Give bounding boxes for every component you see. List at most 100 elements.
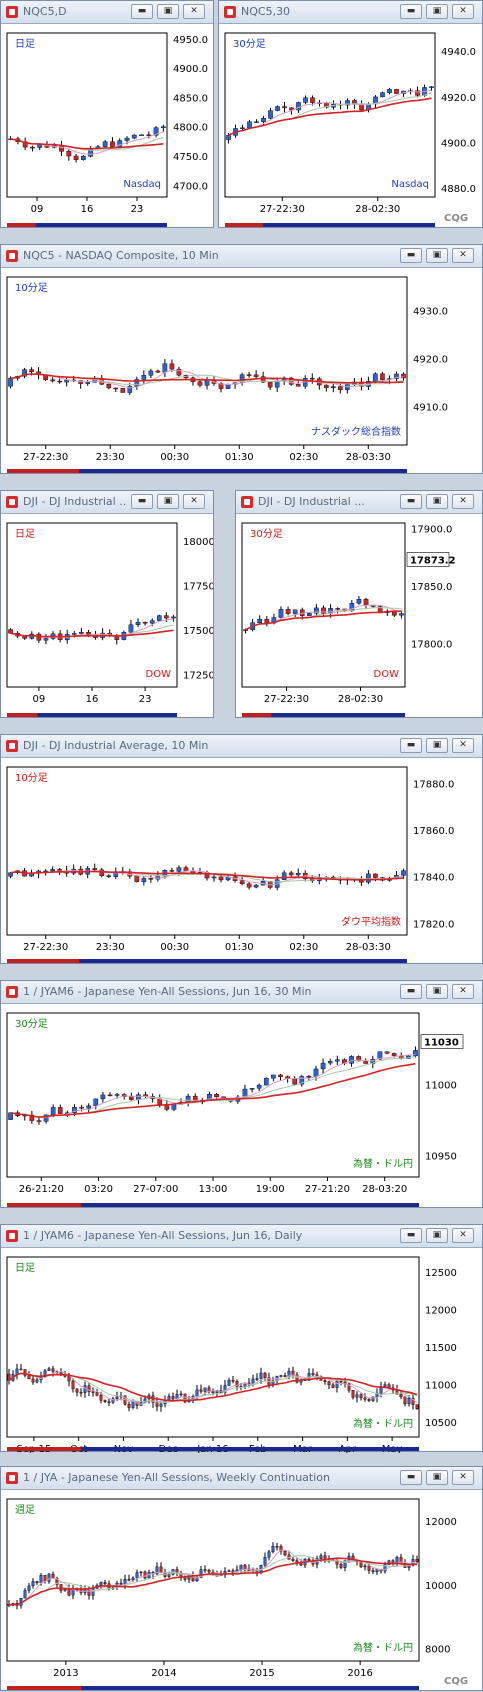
moving-average-line: [8, 1555, 418, 1606]
minimize-button[interactable]: ▬: [400, 1228, 422, 1243]
chart-window-p7[interactable]: 1 / JYAM6 - Japanese Yen-All Sessions, J…: [0, 980, 483, 1208]
title-bar[interactable]: NQC5,30 ▬ ▣ ✕: [219, 1, 482, 24]
candle: [401, 373, 406, 379]
candle: [119, 1582, 123, 1585]
candle: [384, 1051, 390, 1054]
title-bar[interactable]: DJI - DJ Industrial ... ▬ ▣ ✕: [1, 491, 213, 514]
minimize-button[interactable]: ▬: [400, 494, 422, 509]
restore-button[interactable]: ▣: [426, 1470, 448, 1485]
close-button[interactable]: ✕: [452, 494, 474, 509]
candle: [67, 1376, 71, 1382]
candle: [303, 97, 308, 103]
y-tick-label: 4900.0: [173, 64, 208, 75]
close-button[interactable]: ✕: [183, 494, 205, 509]
minimize-button[interactable]: ▬: [400, 984, 422, 999]
candle: [79, 1107, 84, 1109]
candle: [75, 1388, 79, 1393]
candle: [263, 1372, 267, 1378]
candle: [391, 1053, 397, 1056]
title-bar[interactable]: 1 / JYAM6 - Japanese Yen-All Sessions, J…: [1, 1225, 482, 1248]
chart-window-p3[interactable]: NQC5 - NASDAQ Composite, 10 Min ▬ ▣ ✕ 4930.0…: [0, 244, 483, 474]
restore-button[interactable]: ▣: [426, 1228, 448, 1243]
y-tick-label: 4900.0: [441, 138, 476, 149]
candle: [36, 1120, 42, 1122]
y-tick-label: 10500: [425, 1418, 457, 1429]
chart-window-p8[interactable]: 1 / JYAM6 - Japanese Yen-All Sessions, J…: [0, 1224, 483, 1453]
chart-canvas[interactable]: 17900.0 17850.0 17800.0 30分足 DOW 17873.2 27-22…: [236, 513, 482, 719]
x-tick-label: 19:00: [256, 1184, 285, 1195]
cqg-logo: CQG: [444, 1676, 468, 1687]
candle: [240, 127, 245, 130]
close-button[interactable]: ✕: [452, 1470, 474, 1485]
window-title: DJI - DJ Industrial ...: [258, 495, 365, 508]
close-button[interactable]: ✕: [452, 1228, 474, 1243]
restore-button[interactable]: ▣: [157, 494, 179, 509]
chart-window-p9[interactable]: 1 / JYA - Japanese Yen-All Sessions, Wee…: [0, 1466, 483, 1691]
title-bar[interactable]: 1 / JYAM6 - Japanese Yen-All Sessions, J…: [1, 981, 482, 1004]
chart-window-p5[interactable]: DJI - DJ Industrial ... ▬ ▣ ✕ 17900.0 17850.0…: [235, 490, 483, 718]
candle: [29, 1114, 35, 1121]
candle: [57, 380, 62, 383]
close-button[interactable]: ✕: [452, 738, 474, 753]
close-button[interactable]: ✕: [452, 4, 474, 19]
minimize-button[interactable]: ▬: [400, 1470, 422, 1485]
candle: [306, 1076, 312, 1078]
y-tick-label: 4910.0: [413, 403, 448, 414]
candle: [383, 1564, 387, 1572]
minimize-button[interactable]: ▬: [400, 4, 422, 19]
close-button[interactable]: ✕: [452, 984, 474, 999]
candle: [394, 373, 399, 379]
candle: [246, 374, 252, 376]
minimize-button[interactable]: ▬: [400, 738, 422, 753]
restore-button[interactable]: ▣: [426, 984, 448, 999]
candle: [271, 1546, 275, 1553]
candle: [373, 873, 378, 878]
chart-window-p6[interactable]: DJI - DJ Industrial Average, 10 Min ▬ ▣ ✕ 17…: [0, 734, 483, 964]
chart-canvas[interactable]: 18000.0 17750.0 17500.0 17250.0 日足 DOW 09 16 23: [1, 513, 213, 719]
chart-canvas[interactable]: 11030110001095030分足為替・ドル円1103026-21:2003…: [1, 1003, 482, 1209]
candle: [306, 613, 312, 616]
title-bar[interactable]: NQC5,D ▬ ▣ ✕: [1, 1, 213, 24]
session-bar: [7, 1686, 419, 1690]
restore-button[interactable]: ▣: [426, 738, 448, 753]
candle: [356, 598, 362, 604]
title-bar[interactable]: DJI - DJ Industrial Average, 10 Min ▬ ▣ ✕: [1, 735, 482, 758]
candle: [223, 1385, 227, 1393]
candle: [259, 1372, 263, 1379]
candle: [103, 1400, 107, 1402]
title-bar[interactable]: DJI - DJ Industrial ... ▬ ▣ ✕: [236, 491, 482, 514]
candle: [274, 381, 280, 388]
chart-window-p2[interactable]: NQC5,30 ▬ ▣ ✕ 4940.0 4920.0 4900.0 4880.0 30分足 Na…: [218, 0, 483, 228]
timeframe-label: 週足: [15, 1504, 35, 1516]
candle: [256, 1084, 262, 1089]
candle: [334, 1059, 340, 1062]
restore-button[interactable]: ▣: [157, 4, 179, 19]
last-price-label: 17873.2: [410, 555, 456, 566]
restore-button[interactable]: ▣: [426, 494, 448, 509]
title-bar[interactable]: NQC5 - NASDAQ Composite, 10 Min ▬ ▣ ✕: [1, 245, 482, 268]
restore-button[interactable]: ▣: [426, 4, 448, 19]
candle: [263, 1077, 269, 1086]
restore-button[interactable]: ▣: [426, 248, 448, 263]
x-tick-label: 16: [81, 204, 94, 215]
close-button[interactable]: ✕: [183, 4, 205, 19]
chart-window-p1[interactable]: NQC5,D ▬ ▣ ✕ 4950.0 4900.0 4850.0 4800.0 4750.0 4…: [0, 0, 214, 228]
minimize-button[interactable]: ▬: [131, 494, 153, 509]
chart-window-p4[interactable]: DJI - DJ Industrial ... ▬ ▣ ✕ 18000.0 17750.0…: [0, 490, 214, 718]
candle: [267, 1551, 271, 1558]
title-bar[interactable]: 1 / JYA - Japanese Yen-All Sessions, Wee…: [1, 1467, 482, 1490]
minimize-button[interactable]: ▬: [400, 248, 422, 263]
candle: [113, 387, 119, 390]
minimize-button[interactable]: ▬: [131, 4, 153, 19]
close-button[interactable]: ✕: [452, 248, 474, 263]
candle: [387, 1560, 391, 1565]
candle: [287, 1370, 291, 1377]
chart-canvas[interactable]: 4940.0 4920.0 4900.0 4880.0 30分足 Nasdaq 27-22:…: [219, 23, 482, 229]
y-tick-label: 17500.0: [183, 626, 213, 637]
candle: [131, 134, 137, 139]
chart-canvas[interactable]: 4950.0 4900.0 4850.0 4800.0 4750.0 4700.0 日足 Na…: [1, 23, 213, 229]
